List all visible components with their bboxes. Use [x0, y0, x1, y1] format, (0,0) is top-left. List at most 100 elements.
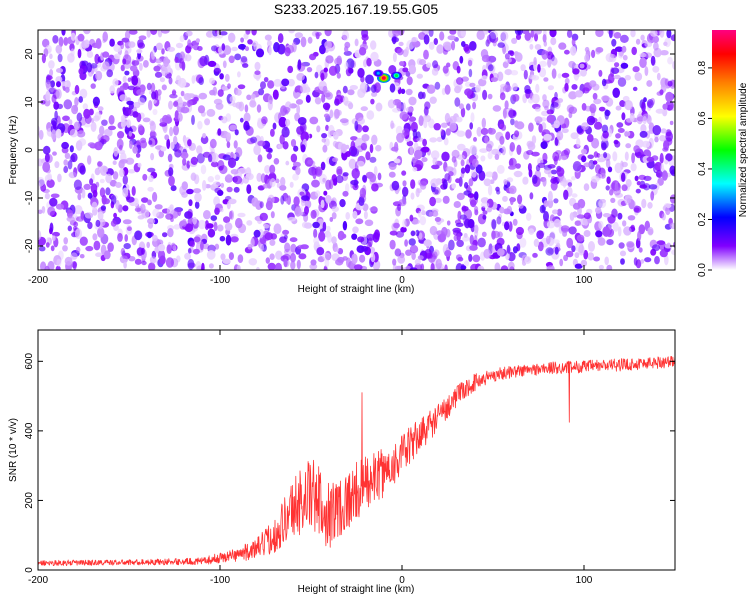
spectrogram-cell — [62, 115, 70, 122]
spectrogram-cell — [128, 130, 133, 137]
spectrogram-cell — [77, 193, 82, 201]
spectrogram-cell — [505, 131, 511, 140]
spectrogram-cell — [455, 254, 463, 261]
spectrogram-cell — [197, 46, 203, 51]
spectrogram-cell — [408, 64, 417, 75]
spectrogram-cell — [59, 81, 68, 87]
spectrogram-cell — [468, 68, 473, 78]
spectrogram-cell — [74, 84, 80, 95]
spectrogram-cell — [369, 143, 374, 154]
spectrogram-cell — [119, 144, 123, 151]
spectrogram-cell — [624, 74, 631, 81]
spectrogram-cell — [207, 228, 216, 238]
spectrogram-cell — [455, 116, 463, 123]
spectrogram-cell — [448, 171, 454, 177]
spectrogram-cell — [293, 196, 300, 207]
spectrogram-cell — [447, 35, 456, 41]
spectrogram-cell — [108, 115, 115, 125]
spectrogram-cell — [414, 149, 423, 160]
spectrogram-cell — [580, 259, 588, 267]
y-tick-label: 400 — [24, 422, 35, 439]
spectrogram-cell — [325, 194, 332, 204]
spectrogram-cell — [236, 264, 241, 270]
spectrogram-cell — [166, 244, 172, 254]
spectrogram-cell — [620, 62, 629, 69]
spectrogram-cell — [331, 212, 337, 220]
spectrogram-cell — [550, 181, 558, 191]
spectrogram-cell — [193, 174, 200, 185]
spectrogram-cell — [49, 53, 53, 60]
spectrogram-cell — [157, 30, 163, 38]
spectrogram-cell — [120, 247, 126, 256]
spectrogram-cell — [213, 221, 218, 232]
spectrogram-cell — [244, 46, 250, 52]
spectrogram-cell — [152, 208, 160, 217]
spectrogram-cell — [297, 117, 307, 125]
spectrogram-cell — [97, 161, 103, 167]
spectrogram-cell — [284, 242, 291, 253]
spectrogram-cell — [480, 197, 489, 204]
spectrogram-cell — [391, 180, 400, 191]
spectrogram-cell — [92, 189, 98, 198]
spectrogram-cell — [182, 157, 187, 166]
spectrogram-cell — [203, 210, 211, 220]
spectrogram-cell — [340, 143, 347, 154]
spectrogram-cell — [538, 123, 543, 133]
spectrogram-cell — [605, 185, 610, 191]
spectrogram-cell — [451, 40, 456, 51]
spectrogram-cell — [142, 117, 151, 123]
spectrogram-cell — [392, 52, 397, 63]
spectrogram-cell — [237, 71, 241, 78]
spectrogram-cell — [666, 30, 672, 39]
spectrogram-cell — [513, 51, 519, 57]
spectrogram-cell — [634, 207, 640, 213]
spectrogram-cell — [419, 216, 427, 226]
spectrogram-cell — [670, 34, 675, 42]
spectrogram-cell — [522, 176, 529, 185]
spectrogram-cell — [487, 64, 494, 72]
spectrogram-cell — [49, 197, 58, 207]
spectrogram-cell — [103, 198, 110, 205]
spectrogram-cell — [353, 264, 363, 270]
spectrogram-cell — [64, 256, 73, 266]
spectrogram-cell — [287, 78, 296, 87]
spectrogram-cell — [509, 142, 515, 152]
spectrogram-cell — [398, 41, 404, 47]
spectrogram-cell — [659, 135, 666, 142]
spectrogram-cell — [640, 34, 645, 41]
spectrogram-cell — [192, 248, 200, 255]
spectrogram-cell — [464, 218, 471, 229]
spectrogram-cell — [593, 256, 600, 262]
spectrogram-cell — [298, 253, 307, 260]
spectrogram-cell — [608, 53, 617, 63]
spectrogram-cell — [95, 38, 102, 49]
spectrogram-cell — [233, 140, 238, 149]
spectrogram-cell — [670, 169, 675, 177]
spectrogram-cell — [402, 128, 410, 136]
spectrogram-cell — [432, 60, 439, 69]
colorbar: 0.0 0.2 0.4 0.6 0.8 Normalized spectral ampl… — [697, 30, 749, 277]
spectrogram-cell — [639, 130, 648, 138]
spectrogram-cell — [412, 128, 418, 139]
spectrogram-cell — [339, 118, 349, 124]
spectrogram-cell — [262, 183, 271, 189]
spectrogram-cell — [641, 198, 647, 209]
spectrogram-cell — [45, 90, 51, 102]
spectrogram-cell — [399, 61, 405, 67]
spectrogram-cell — [442, 179, 448, 190]
spectrogram-cell — [434, 217, 441, 222]
spectrogram-cell — [253, 144, 261, 156]
spectrogram-cell — [595, 30, 604, 38]
spectrogram-cell — [135, 152, 141, 158]
spectrogram-cell — [245, 167, 252, 178]
spectrogram-cell — [595, 207, 602, 214]
spectrogram-cell — [482, 210, 488, 215]
spectrogram-cell — [56, 88, 62, 100]
spectrogram-cell — [277, 43, 286, 55]
spectrogram-cell — [370, 40, 377, 50]
spectrogram-cell — [105, 187, 111, 196]
spectrogram-cell — [342, 172, 349, 177]
spectrogram-cell — [42, 161, 51, 173]
spectrogram-cell — [92, 96, 100, 107]
